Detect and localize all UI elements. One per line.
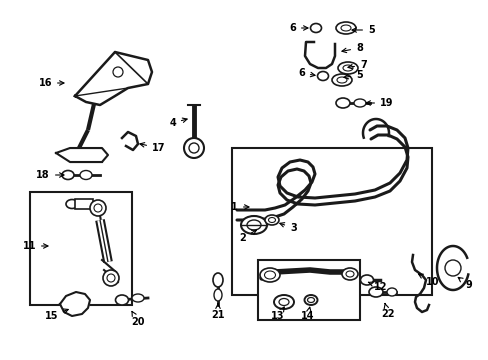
Text: 10: 10	[418, 274, 439, 287]
Bar	[258, 260, 359, 320]
Text: 14: 14	[301, 307, 314, 321]
Ellipse shape	[353, 99, 365, 107]
Ellipse shape	[304, 295, 317, 305]
Circle shape	[94, 204, 102, 212]
Ellipse shape	[342, 65, 352, 71]
Ellipse shape	[341, 268, 357, 280]
Circle shape	[90, 200, 106, 216]
Ellipse shape	[346, 271, 353, 277]
Text: 13: 13	[271, 307, 284, 321]
Bar	[75, 199, 93, 209]
Circle shape	[444, 260, 460, 276]
Text: 18: 18	[36, 170, 64, 180]
Ellipse shape	[66, 199, 78, 208]
Ellipse shape	[335, 98, 349, 108]
Ellipse shape	[268, 217, 275, 222]
Text: 5: 5	[343, 70, 362, 80]
Text: 9: 9	[457, 278, 471, 290]
Ellipse shape	[337, 62, 357, 74]
Text: 4: 4	[169, 118, 187, 128]
Polygon shape	[75, 52, 152, 105]
Circle shape	[107, 274, 115, 282]
Bar	[30, 192, 132, 305]
Text: 19: 19	[366, 98, 393, 108]
Polygon shape	[60, 292, 90, 316]
Text: 22: 22	[381, 303, 394, 319]
Ellipse shape	[264, 215, 279, 225]
Ellipse shape	[246, 220, 261, 230]
Text: 3: 3	[279, 223, 296, 233]
Ellipse shape	[213, 273, 223, 287]
Ellipse shape	[260, 268, 280, 282]
Ellipse shape	[132, 294, 143, 302]
Ellipse shape	[335, 22, 355, 34]
Ellipse shape	[307, 297, 314, 302]
Text: 21: 21	[211, 304, 224, 320]
Circle shape	[189, 143, 199, 153]
Circle shape	[103, 270, 119, 286]
Text: 5: 5	[351, 25, 374, 35]
Circle shape	[113, 67, 123, 77]
Ellipse shape	[115, 295, 128, 305]
Text: 17: 17	[140, 143, 165, 153]
Ellipse shape	[80, 171, 92, 180]
Ellipse shape	[279, 298, 288, 306]
Text: 12: 12	[367, 282, 386, 292]
Ellipse shape	[368, 287, 382, 297]
Ellipse shape	[62, 171, 74, 180]
Ellipse shape	[273, 295, 293, 309]
Text: 1: 1	[231, 202, 248, 212]
Ellipse shape	[336, 77, 346, 83]
Text: 6: 6	[298, 68, 314, 78]
Text: 16: 16	[39, 78, 64, 88]
Circle shape	[183, 138, 203, 158]
Text: 20: 20	[131, 311, 144, 327]
Text: 2: 2	[239, 230, 256, 243]
Text: 7: 7	[347, 60, 366, 70]
Ellipse shape	[241, 216, 266, 234]
Ellipse shape	[264, 271, 275, 279]
Ellipse shape	[310, 23, 321, 32]
Ellipse shape	[386, 288, 396, 296]
Text: 11: 11	[22, 241, 48, 251]
Polygon shape	[56, 148, 108, 162]
Text: 8: 8	[341, 43, 362, 53]
Ellipse shape	[317, 72, 328, 81]
Text: 15: 15	[44, 309, 68, 321]
Ellipse shape	[331, 74, 351, 86]
Ellipse shape	[340, 25, 350, 31]
Ellipse shape	[214, 289, 222, 301]
Ellipse shape	[360, 275, 373, 285]
Text: 6: 6	[289, 23, 307, 33]
Bar	[231, 148, 431, 295]
